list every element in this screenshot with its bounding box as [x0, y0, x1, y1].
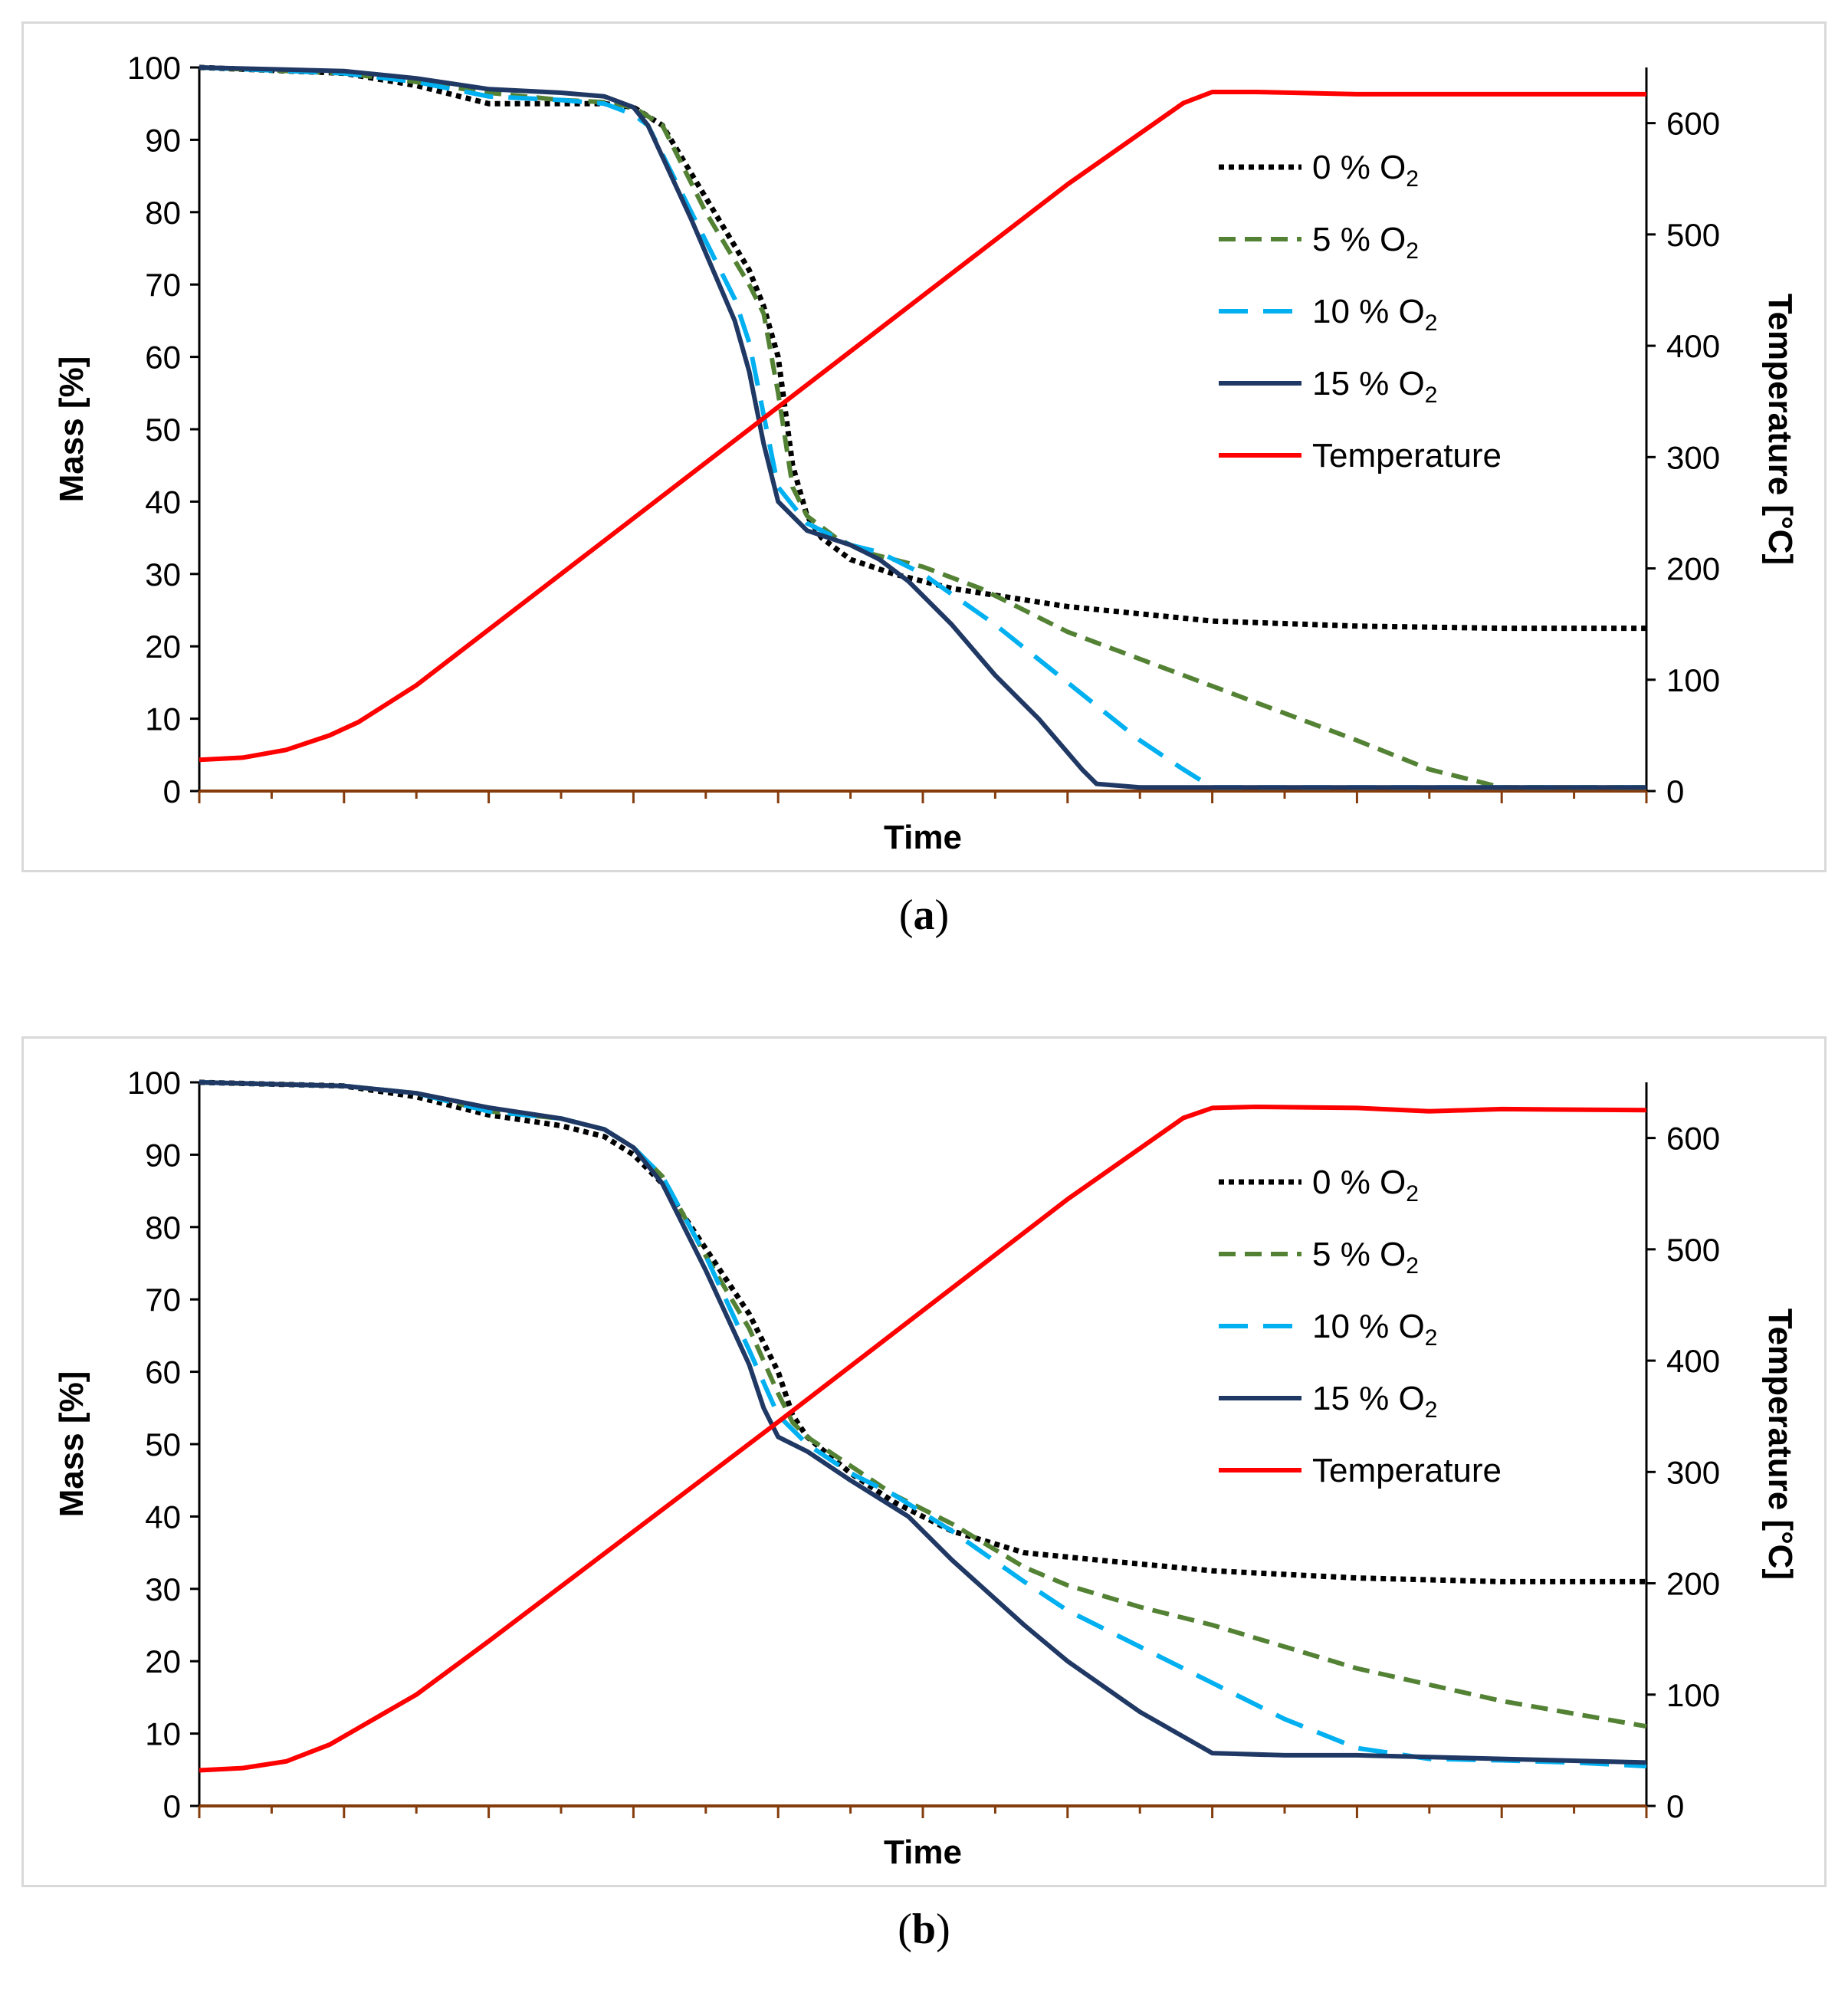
- chart-a-y-tick-label-5: 50: [145, 412, 181, 448]
- chart-a-y2-tick-label-5: 500: [1666, 217, 1720, 253]
- chart-a-legend-subscript-1: 2: [1406, 238, 1419, 264]
- chart-b-y-tick-label-4: 40: [145, 1499, 181, 1535]
- chart-b-y-axis-label: Mass [%]: [53, 1371, 90, 1518]
- chart-b-legend-label-0: 0 % O2: [1312, 1164, 1419, 1207]
- panel-caption-b: (b): [898, 1906, 950, 1953]
- chart-a-y2-tick-label-6: 600: [1666, 106, 1720, 142]
- panel-caption-a: (a): [898, 891, 950, 939]
- chart-b-y-tick-label-0: 0: [163, 1788, 181, 1824]
- chart-a-legend-label-0: 0 % O2: [1312, 149, 1419, 192]
- chart-panel-a: [21, 21, 1827, 872]
- chart-a-y-tick-label-10: 100: [127, 50, 181, 86]
- chart-a-legend-subscript-0: 2: [1406, 166, 1419, 192]
- chart-a-y-tick-label-9: 90: [145, 122, 181, 158]
- chart-b-y2-tick-label-2: 200: [1666, 1566, 1720, 1602]
- chart-b-series-line-3: [199, 1080, 1647, 1765]
- chart-a-legend-label-2: 10 % O2: [1312, 293, 1437, 336]
- chart-b-y-tick-label-7: 70: [145, 1282, 181, 1318]
- chart-a-series-line-3: [199, 65, 1646, 790]
- chart-a-group: 0 10 20 30 40 50 60 70 80 90 100 0 100 200 300 400 500 60…: [53, 50, 1799, 856]
- chart-b-series-line-4: [199, 1105, 1647, 1773]
- chart-a-y-tick-label-6: 60: [145, 340, 181, 376]
- chart-a-y-tick-label-8: 80: [145, 195, 181, 231]
- chart-a-legend-label-3: 15 % O2: [1312, 365, 1437, 408]
- chart-a-y2-tick-label-0: 0: [1666, 773, 1684, 809]
- chart-b-y-tick-label-3: 30: [145, 1571, 181, 1607]
- chart-a-y2-tick-label-2: 200: [1666, 551, 1720, 587]
- chart-a-y2-tick-label-4: 400: [1666, 328, 1720, 364]
- chart-b-legend-label-3: 15 % O2: [1312, 1380, 1437, 1423]
- chart-a-legend: 0 % O2 5 % O2 10 % O2 15 % O2 Temperature: [1219, 149, 1502, 474]
- chart-b-y-tick-label-6: 60: [145, 1354, 181, 1390]
- chart-b-y-tick-label-1: 10: [145, 1716, 181, 1752]
- chart-b-x-axis-label: Time: [884, 1834, 962, 1871]
- chart-b-y2-tick-label-6: 600: [1666, 1121, 1720, 1157]
- chart-a-legend-label-1: 5 % O2: [1312, 221, 1419, 264]
- chart-a-y2-tick-label-1: 100: [1666, 662, 1720, 698]
- chart-a-series-line-2: [199, 65, 1646, 790]
- chart-b-y2-axis-label: Temperature [°C]: [1761, 1308, 1799, 1580]
- chart-b-y-tick-label-8: 80: [145, 1210, 181, 1246]
- chart-a-legend-subscript-3: 2: [1425, 382, 1438, 408]
- chart-b-legend-subscript-3: 2: [1425, 1397, 1438, 1423]
- chart-a-legend-label-4: Temperature: [1312, 437, 1502, 474]
- chart-b-legend-label-2: 10 % O2: [1312, 1308, 1437, 1351]
- chart-b-legend-label-1: 5 % O2: [1312, 1236, 1419, 1279]
- chart-b-y2-tick-label-3: 300: [1666, 1454, 1720, 1490]
- chart-b-group: 0 10 20 30 40 50 60 70 80 90 100 0 100 200 300 400 500 60…: [53, 1065, 1799, 1871]
- panel-label-a: a: [913, 891, 935, 939]
- chart-b-legend-subscript-1: 2: [1406, 1253, 1419, 1279]
- chart-a-y-tick-label-4: 40: [145, 484, 181, 520]
- chart-a-series-line-4: [199, 90, 1646, 763]
- chart-b-y-tick-label-9: 90: [145, 1137, 181, 1173]
- chart-a-y2-axis-label: Temperature [°C]: [1761, 294, 1799, 565]
- chart-b-legend-label-4: Temperature: [1312, 1452, 1502, 1489]
- chart-b-series-line-0: [199, 1079, 1646, 1584]
- chart-a-y-axis-label: Mass [%]: [53, 356, 90, 503]
- chart-a-series-line-1: [199, 65, 1646, 790]
- chart-b-y2-tick-label-0: 0: [1666, 1788, 1684, 1824]
- chart-b-y-tick-label-10: 100: [127, 1065, 181, 1101]
- chart-b-legend: 0 % O2 5 % O2 10 % O2 15 % O2 Temperature: [1219, 1164, 1502, 1489]
- chart-b-y-tick-label-2: 20: [145, 1643, 181, 1679]
- chart-a-y2-tick-label-3: 300: [1666, 439, 1720, 475]
- chart-a-y-tick-label-3: 30: [145, 556, 181, 593]
- chart-b-legend-subscript-0: 2: [1406, 1181, 1419, 1207]
- chart-a-y-tick-label-1: 10: [145, 701, 181, 737]
- chart-a-legend-subscript-2: 2: [1425, 310, 1438, 336]
- chart-a-y-tick-label-0: 0: [163, 773, 181, 809]
- chart-b-y-tick-label-5: 50: [145, 1427, 181, 1463]
- chart-b-legend-subscript-2: 2: [1425, 1325, 1438, 1351]
- chart-a-y-tick-label-2: 20: [145, 629, 181, 665]
- chart-b-y2-tick-label-1: 100: [1666, 1677, 1720, 1713]
- chart-b-y2-tick-label-5: 500: [1666, 1232, 1720, 1268]
- chart-a-y-tick-label-7: 70: [145, 267, 181, 303]
- chart-b-y2-tick-label-4: 400: [1666, 1343, 1720, 1379]
- panel-label-b: b: [911, 1906, 937, 1953]
- chart-a-x-axis-label: Time: [884, 819, 962, 856]
- chart-a-series-line-0: [199, 64, 1646, 632]
- chart-b-series-line-2: [199, 1080, 1647, 1769]
